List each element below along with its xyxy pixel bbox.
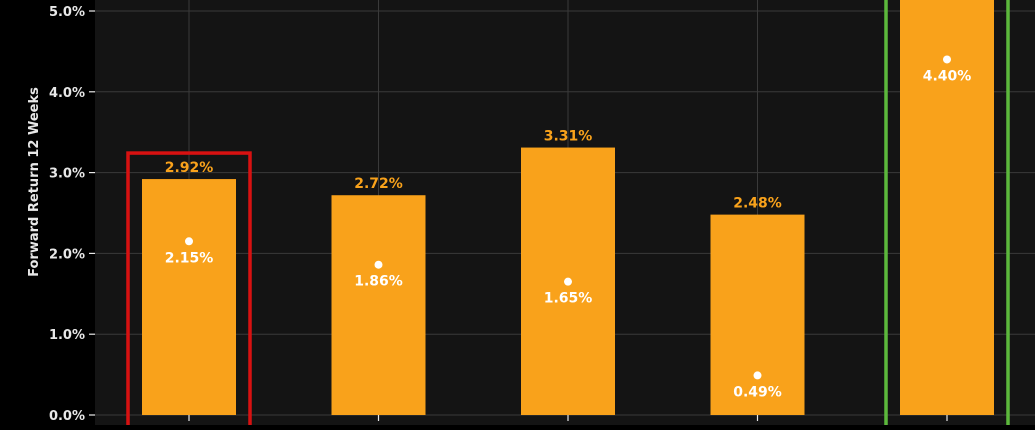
- y-tick-label: 3.0%: [49, 167, 85, 182]
- bar: [900, 0, 994, 415]
- point-value-label: 2.15%: [165, 250, 214, 266]
- y-tick-label: 0.0%: [49, 409, 85, 424]
- point-marker: [753, 371, 762, 380]
- point-marker: [374, 260, 383, 269]
- point-layer: 2.15% 1.86% 1.65% 0.49% 4.40%: [165, 55, 972, 400]
- y-tick-label: 1.0%: [49, 328, 85, 343]
- point-value-label: 1.65%: [544, 291, 593, 307]
- point-value-label: 0.49%: [733, 384, 782, 400]
- point-marker: [564, 277, 572, 286]
- highlight-box: [126, 151, 252, 430]
- bar: [331, 195, 426, 415]
- point-marker: [185, 237, 193, 246]
- y-tick-label: 5.0%: [49, 5, 85, 20]
- bar-value-label: 2.92%: [165, 160, 214, 176]
- y-tick-label: 2.0%: [49, 247, 85, 262]
- point-value-label: 1.86%: [354, 274, 403, 290]
- bar-layer: 2.92% 2.72% 3.31% 2.48%: [142, 0, 994, 415]
- highlight-box: [884, 0, 1010, 430]
- highlight-layer: [126, 0, 1010, 430]
- bar: [710, 214, 805, 415]
- bar-value-label: 3.31%: [544, 129, 593, 145]
- y-axis-label: Forward Return 12 Weeks: [27, 87, 42, 277]
- y-tick-label: 4.0%: [49, 86, 85, 101]
- point-marker: [943, 55, 951, 64]
- bar-value-label: 2.72%: [354, 176, 403, 192]
- bar: [142, 179, 236, 415]
- bar-value-label: 2.48%: [733, 196, 782, 212]
- point-value-label: 4.40%: [923, 68, 972, 84]
